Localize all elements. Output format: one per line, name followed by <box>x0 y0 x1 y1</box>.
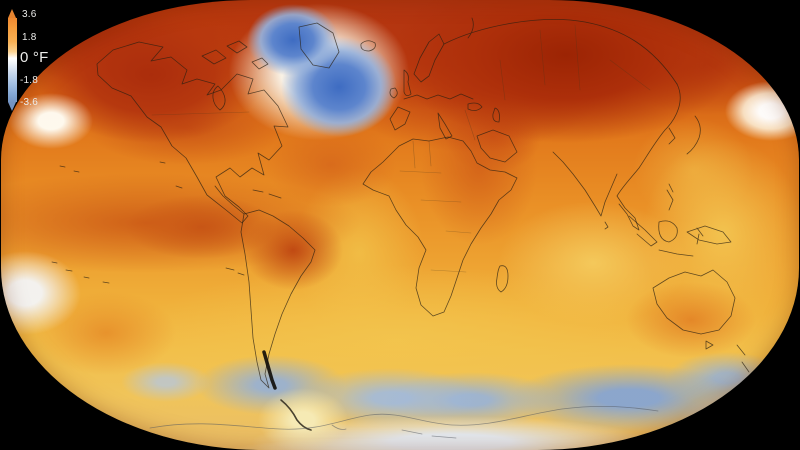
coastline-greenland <box>298 22 340 69</box>
coastline-arctic-islands <box>201 40 269 70</box>
coastline-scandinavia <box>413 33 445 83</box>
legend-colorbar <box>8 18 17 102</box>
legend-tick-max: 3.6 <box>22 9 37 20</box>
antarctic-peninsula <box>280 399 312 431</box>
coastline-south-america <box>240 209 316 389</box>
patagonia-dark-mark <box>262 350 277 390</box>
coastline-arabia <box>476 129 518 163</box>
country-borders <box>151 24 651 273</box>
colorbar-arrow-up-icon <box>8 9 16 18</box>
coastline-india <box>552 151 618 230</box>
coastline-new-zealand <box>736 344 750 373</box>
coastline-sulawesi-new-guinea <box>686 225 732 245</box>
coastline-asia-north <box>443 17 678 85</box>
coastline-british-isles <box>389 69 412 99</box>
coastline-borneo <box>658 220 678 243</box>
coastline-iceland <box>360 40 376 52</box>
temperature-scale-legend: 3.6 1.8 0 °F -1.8 -3.6 <box>8 0 78 120</box>
coastline-black-caspian-seas <box>467 102 500 123</box>
pacific-islands <box>51 161 245 284</box>
coastline-madagascar <box>496 265 509 293</box>
colorbar-arrow-down-icon <box>8 102 16 111</box>
coastline-europe <box>389 93 474 140</box>
coastline-australia <box>652 269 736 350</box>
coastline-japan-korea <box>668 115 701 155</box>
antarctica-detail <box>331 424 457 439</box>
coastline-philippines <box>666 183 674 211</box>
coastline-africa <box>362 136 518 317</box>
legend-tick-min: -3.6 <box>20 97 39 108</box>
coastline-asia-east <box>616 83 681 231</box>
legend-tick-high: 1.8 <box>22 32 37 43</box>
coastline-antarctica <box>149 405 659 430</box>
coastline-north-america <box>96 41 289 224</box>
coastline-sumatra-java <box>628 215 694 257</box>
legend-tick-zero: 0 °F <box>20 49 49 66</box>
coastline-central-america <box>214 185 282 215</box>
legend-tick-low: -1.8 <box>20 75 39 86</box>
coastline-hudson-bay <box>212 85 226 111</box>
